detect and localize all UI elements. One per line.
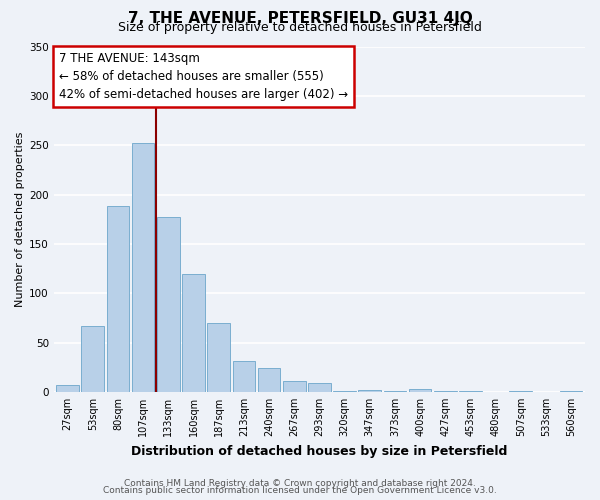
Bar [208, 323, 230, 392]
Bar [459, 391, 482, 392]
Text: Contains public sector information licensed under the Open Government Licence v3: Contains public sector information licen… [103, 486, 497, 495]
Bar [233, 362, 255, 392]
Text: Size of property relative to detached houses in Petersfield: Size of property relative to detached ho… [118, 21, 482, 34]
Bar [434, 391, 457, 392]
Bar [56, 385, 79, 392]
Bar [409, 389, 431, 392]
Bar [358, 390, 381, 392]
Bar [107, 206, 130, 392]
Text: 7 THE AVENUE: 143sqm
← 58% of detached houses are smaller (555)
42% of semi-deta: 7 THE AVENUE: 143sqm ← 58% of detached h… [59, 52, 348, 100]
Bar [82, 326, 104, 392]
Bar [132, 143, 154, 392]
Y-axis label: Number of detached properties: Number of detached properties [15, 132, 25, 307]
Bar [509, 391, 532, 392]
Bar [182, 274, 205, 392]
Bar [283, 381, 305, 392]
Text: 7, THE AVENUE, PETERSFIELD, GU31 4JQ: 7, THE AVENUE, PETERSFIELD, GU31 4JQ [128, 11, 472, 26]
Text: Contains HM Land Registry data © Crown copyright and database right 2024.: Contains HM Land Registry data © Crown c… [124, 478, 476, 488]
Bar [383, 391, 406, 392]
Bar [333, 391, 356, 392]
Bar [258, 368, 280, 392]
Bar [560, 391, 583, 392]
X-axis label: Distribution of detached houses by size in Petersfield: Distribution of detached houses by size … [131, 444, 508, 458]
Bar [308, 383, 331, 392]
Bar [157, 217, 179, 392]
